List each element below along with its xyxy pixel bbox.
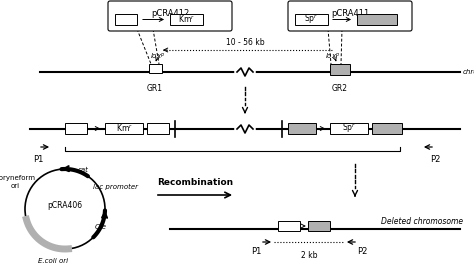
Text: Sp$^r$: Sp$^r$ bbox=[342, 122, 356, 135]
Text: GR2: GR2 bbox=[332, 84, 348, 93]
Text: Km$^r$: Km$^r$ bbox=[177, 14, 194, 25]
Text: pCRA412: pCRA412 bbox=[151, 9, 189, 18]
Bar bbox=[105, 123, 143, 134]
Bar bbox=[65, 123, 87, 134]
Text: 2 kb: 2 kb bbox=[301, 251, 317, 260]
Text: P1: P1 bbox=[251, 247, 261, 256]
Text: $lox^p$: $lox^p$ bbox=[150, 51, 166, 61]
Text: lac promoter: lac promoter bbox=[93, 184, 138, 190]
Bar bbox=[372, 123, 402, 134]
Text: 10 - 56 kb: 10 - 56 kb bbox=[226, 38, 264, 47]
Bar bbox=[149, 64, 162, 73]
Bar bbox=[330, 123, 368, 134]
FancyBboxPatch shape bbox=[288, 1, 412, 31]
Text: P2: P2 bbox=[357, 247, 367, 256]
Text: cat: cat bbox=[78, 167, 89, 173]
Bar bbox=[330, 64, 350, 75]
Text: Recombination: Recombination bbox=[157, 178, 233, 187]
Text: P1: P1 bbox=[33, 155, 43, 164]
Bar bbox=[288, 123, 316, 134]
Text: Km$^r$: Km$^r$ bbox=[116, 123, 133, 134]
Circle shape bbox=[25, 169, 105, 249]
Bar bbox=[357, 14, 397, 25]
Text: pCRA406: pCRA406 bbox=[47, 201, 82, 211]
Text: $lox^p$: $lox^p$ bbox=[325, 51, 341, 61]
Text: Cre: Cre bbox=[95, 224, 107, 230]
Text: Deleted chromosome: Deleted chromosome bbox=[381, 217, 463, 226]
Bar bbox=[295, 14, 328, 25]
Bar bbox=[115, 14, 137, 25]
Text: pCRA411: pCRA411 bbox=[331, 9, 369, 18]
Text: chromosome: chromosome bbox=[463, 69, 474, 75]
Bar bbox=[278, 221, 300, 231]
FancyBboxPatch shape bbox=[108, 1, 232, 31]
Bar bbox=[147, 123, 169, 134]
Text: E.coli ori: E.coli ori bbox=[38, 258, 68, 264]
Text: GR1: GR1 bbox=[147, 84, 163, 93]
Bar bbox=[170, 14, 203, 25]
Text: P2: P2 bbox=[430, 155, 440, 164]
Text: Coryneform: Coryneform bbox=[0, 175, 36, 181]
Text: Sp$^r$: Sp$^r$ bbox=[304, 13, 318, 26]
Text: ori: ori bbox=[10, 183, 19, 189]
Bar bbox=[308, 221, 330, 231]
